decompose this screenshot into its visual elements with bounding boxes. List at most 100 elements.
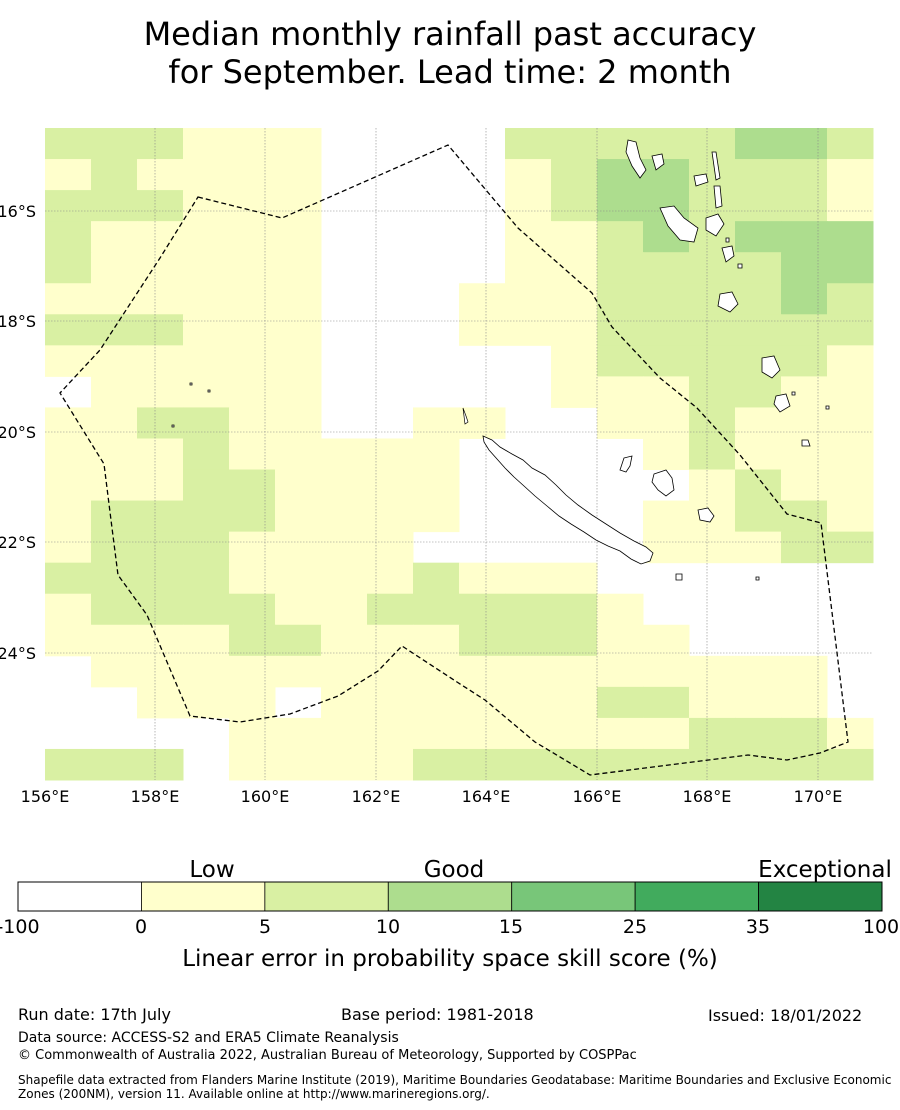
map-title-line2: for September. Lead time: 2 month bbox=[168, 53, 732, 91]
skill-cell bbox=[827, 500, 874, 533]
skill-cell bbox=[827, 469, 874, 502]
skill-cell bbox=[183, 376, 230, 408]
skill-cell bbox=[321, 438, 368, 471]
skill-cell bbox=[827, 748, 874, 781]
skill-cell bbox=[505, 748, 552, 781]
skill-cell bbox=[91, 314, 138, 346]
skill-cell bbox=[643, 500, 690, 533]
lon-tick: 166°E bbox=[573, 787, 622, 806]
skill-cell bbox=[45, 159, 92, 191]
skill-cell bbox=[505, 593, 552, 626]
skill-cell bbox=[137, 438, 184, 471]
skill-cell bbox=[505, 221, 552, 253]
lifou-island bbox=[651, 469, 675, 497]
skill-cell bbox=[137, 686, 184, 719]
isle-of-pines bbox=[675, 573, 683, 581]
skill-cell bbox=[551, 314, 598, 346]
cb-tick: 15 bbox=[499, 916, 523, 938]
skill-cell bbox=[137, 562, 184, 595]
vanuatu-islet bbox=[651, 153, 665, 171]
skill-cell bbox=[827, 438, 874, 471]
skill-cell bbox=[735, 748, 782, 781]
skill-cell bbox=[137, 531, 184, 564]
gridlines bbox=[45, 128, 873, 780]
colorbar-swatch bbox=[264, 881, 389, 912]
skill-cell bbox=[597, 252, 644, 284]
skill-cell bbox=[367, 531, 414, 564]
skill-cell bbox=[689, 376, 736, 408]
skill-cell bbox=[459, 624, 506, 657]
skill-cell bbox=[551, 345, 598, 377]
cb-tick: 0 bbox=[135, 916, 147, 938]
skill-cell bbox=[643, 717, 690, 750]
skill-cell bbox=[459, 686, 506, 719]
pentecost-island bbox=[713, 185, 723, 209]
skill-cell bbox=[183, 438, 230, 471]
skill-cell bbox=[137, 159, 184, 191]
skill-cell bbox=[137, 283, 184, 315]
skill-cell bbox=[229, 655, 276, 688]
skill-cell bbox=[459, 283, 506, 315]
skill-cell bbox=[643, 407, 690, 439]
skill-cell bbox=[505, 655, 552, 688]
skill-cell bbox=[45, 128, 92, 160]
skill-cell bbox=[91, 562, 138, 595]
skill-cell bbox=[45, 190, 92, 222]
skill-cell bbox=[229, 562, 276, 595]
skill-cell bbox=[735, 128, 782, 160]
skill-cell bbox=[45, 283, 92, 315]
skill-cell bbox=[413, 686, 460, 719]
mare-island bbox=[619, 455, 633, 473]
skill-cell bbox=[597, 345, 644, 377]
skill-cell bbox=[781, 190, 828, 222]
skill-cell bbox=[551, 593, 598, 626]
skill-cell bbox=[505, 717, 552, 750]
skill-cell bbox=[781, 531, 828, 564]
latitude-axis: 16°S 18°S 20°S 22°S 24°S bbox=[0, 202, 36, 663]
skill-cell bbox=[275, 345, 322, 377]
skill-cell bbox=[367, 717, 414, 750]
skill-cell bbox=[91, 748, 138, 781]
lon-tick: 168°E bbox=[683, 787, 732, 806]
skill-cell bbox=[643, 438, 690, 471]
skill-cell bbox=[735, 655, 782, 688]
skill-cell bbox=[551, 748, 598, 781]
malakula-island bbox=[659, 205, 699, 243]
colorbar: Low Good Exceptional -100 0 5 10 15 25 3… bbox=[0, 857, 899, 972]
skill-cell bbox=[505, 190, 552, 222]
skill-cell bbox=[91, 283, 138, 315]
skill-cell bbox=[735, 159, 782, 191]
skill-cell bbox=[781, 221, 828, 253]
skill-cell bbox=[597, 624, 644, 657]
skill-cell bbox=[827, 159, 874, 191]
colorbar-swatch bbox=[511, 881, 636, 912]
skill-cell bbox=[551, 283, 598, 315]
skill-cell bbox=[229, 407, 276, 439]
skill-cell bbox=[183, 593, 230, 626]
lon-tick: 162°E bbox=[352, 787, 401, 806]
skill-cell bbox=[827, 283, 874, 315]
skill-cell bbox=[827, 190, 874, 222]
skill-cell bbox=[689, 469, 736, 502]
lat-tick: 22°S bbox=[0, 533, 36, 552]
skill-cell bbox=[827, 376, 874, 408]
skill-cell bbox=[45, 314, 92, 346]
skill-cell bbox=[45, 345, 92, 377]
skill-cell bbox=[505, 686, 552, 719]
ambae-island bbox=[693, 173, 709, 187]
skill-cell bbox=[781, 345, 828, 377]
skill-cell bbox=[183, 655, 230, 688]
skill-cell bbox=[229, 531, 276, 564]
skill-cell bbox=[781, 748, 828, 781]
skill-cell bbox=[689, 314, 736, 346]
lon-tick: 164°E bbox=[462, 787, 511, 806]
skill-cell bbox=[643, 686, 690, 719]
skill-cell bbox=[183, 686, 230, 719]
skill-cell bbox=[551, 128, 598, 160]
skill-cell bbox=[229, 190, 276, 222]
skill-cell bbox=[275, 469, 322, 502]
skill-cell bbox=[597, 655, 644, 688]
skill-cell bbox=[91, 593, 138, 626]
skill-cell bbox=[597, 221, 644, 253]
colorbar-swatch bbox=[634, 881, 759, 912]
